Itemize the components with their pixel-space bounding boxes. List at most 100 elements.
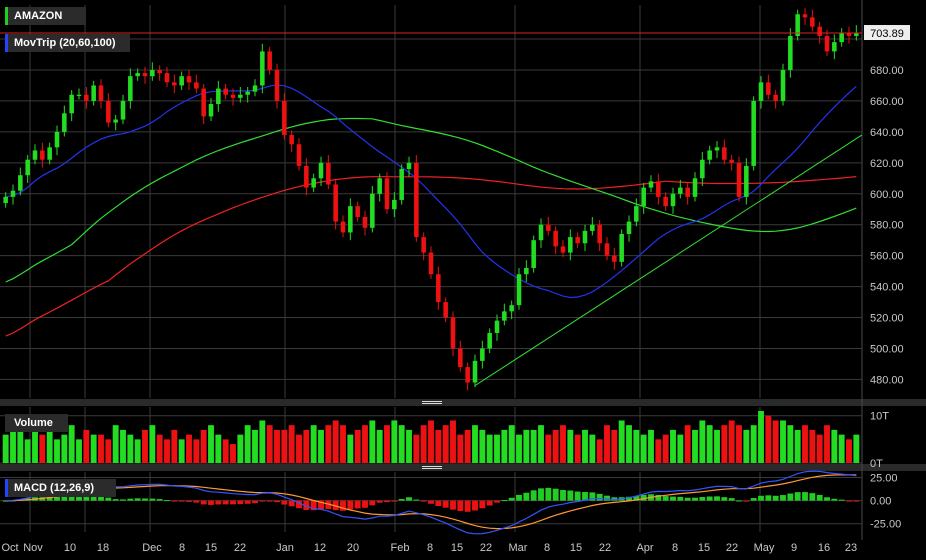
- candle-body: [553, 230, 558, 247]
- candle-body: [502, 311, 507, 321]
- indicator-pane-label[interactable]: MovTrip (20,60,100): [5, 34, 130, 52]
- price-volume-resize-handle[interactable]: [422, 400, 442, 405]
- volume-bar: [574, 434, 581, 463]
- macd-histogram-bar: [750, 498, 757, 501]
- macd-label-color-bar: [5, 479, 8, 497]
- volume-bar: [508, 425, 515, 463]
- volume-bar: [347, 434, 354, 463]
- volume-bar: [567, 429, 574, 463]
- separator-price-volume: [0, 399, 926, 406]
- macd-histogram-bar: [420, 500, 427, 502]
- volume-bar: [376, 429, 383, 463]
- macd-histogram-bar: [479, 500, 486, 509]
- candle-body: [142, 73, 148, 77]
- macd-line: [5, 470, 857, 535]
- x-tick-label: 22: [599, 542, 611, 554]
- macd-histogram-bar: [567, 490, 574, 501]
- candle-body: [685, 187, 690, 197]
- volume-bar: [589, 434, 596, 463]
- x-tick-label: 23: [845, 542, 857, 554]
- volume-bar: [743, 429, 750, 463]
- macd-histogram-bar: [538, 488, 544, 501]
- macd-histogram-bar: [794, 492, 801, 501]
- candle-body: [384, 178, 390, 210]
- candle-body: [795, 14, 800, 36]
- volume-bar: [501, 429, 508, 463]
- candle-body: [208, 104, 214, 117]
- macd-histogram-bar: [178, 500, 185, 502]
- volume-pane-label[interactable]: Volume: [5, 414, 68, 432]
- macd-histogram-bar: [728, 498, 735, 501]
- macd-histogram-bar: [706, 496, 713, 501]
- separator-volume-macd: [0, 464, 926, 471]
- macd-histogram-bar: [670, 496, 676, 501]
- volume-bar: [340, 425, 346, 463]
- macd-pane-title: MACD (12,26,9): [14, 482, 95, 494]
- candle-body: [458, 348, 463, 368]
- volume-bar: [596, 439, 603, 463]
- macd-histogram-bar: [428, 500, 434, 504]
- macd-histogram-bar: [787, 493, 794, 501]
- price-tick-label: 600.00: [870, 189, 904, 201]
- candle-body: [780, 69, 786, 101]
- volume-macd-resize-handle[interactable]: [422, 465, 442, 470]
- volume-bar: [618, 420, 625, 463]
- volume-bar: [193, 439, 200, 463]
- macd-histogram-bar: [450, 500, 456, 510]
- candle-body: [817, 26, 822, 36]
- macd-histogram-bar: [780, 495, 786, 501]
- x-tick-label: Oct: [1, 542, 18, 554]
- macd-histogram-bar: [721, 497, 728, 501]
- candle-body: [729, 159, 734, 163]
- candle-body: [120, 100, 126, 120]
- volume-bar: [714, 429, 720, 463]
- macd-histogram-bar: [186, 500, 192, 502]
- volume-bar: [442, 425, 449, 463]
- volume-bar: [244, 425, 251, 463]
- price-pane-label[interactable]: AMAZON: [5, 7, 86, 25]
- macd-histogram-bar: [215, 500, 222, 505]
- last-price-tag-bg: [864, 25, 910, 41]
- candle-body: [421, 237, 426, 253]
- macd-histogram-bar: [274, 500, 280, 503]
- volume-bar: [354, 429, 361, 463]
- macd-histogram-bar: [208, 500, 214, 505]
- last-price-tag-text: 703.89: [870, 28, 904, 40]
- macd-histogram-bar: [640, 494, 647, 501]
- volume-bar: [384, 425, 390, 463]
- macd-histogram-bar: [406, 497, 412, 501]
- candle-body: [18, 175, 23, 191]
- macd-pane-label[interactable]: MACD (12,26,9): [5, 479, 116, 497]
- macd-histogram-bar: [589, 492, 596, 501]
- macd-tick-label: 0.00: [870, 496, 891, 508]
- candle-body: [568, 237, 573, 253]
- macd-histogram-bar: [362, 500, 368, 508]
- candle-body: [311, 178, 316, 188]
- price-label-color-bar: [5, 7, 8, 25]
- candle-body: [370, 193, 375, 228]
- candle-body: [509, 305, 514, 312]
- volume-bar: [54, 439, 60, 463]
- volume-bar: [794, 429, 801, 463]
- price-tick-label: 480.00: [870, 374, 904, 386]
- volume-bar: [266, 425, 273, 463]
- x-tick-label: Jan: [276, 542, 294, 554]
- macd-histogram-bar: [765, 495, 772, 501]
- macd-histogram-bar: [83, 494, 90, 501]
- macd-histogram-bar: [611, 497, 618, 501]
- volume-bar: [721, 425, 728, 463]
- macd-histogram-bar: [472, 500, 478, 511]
- macd-histogram-bar: [530, 490, 537, 501]
- candle-body: [282, 100, 287, 135]
- macd-histogram-bar: [486, 500, 493, 506]
- macd-histogram-bar: [266, 500, 273, 502]
- volume-bar: [24, 439, 31, 463]
- volume-bar: [208, 425, 214, 463]
- volume-bar: [68, 425, 75, 463]
- volume-bar: [186, 434, 192, 463]
- candle-body: [700, 159, 705, 179]
- candle-body: [32, 150, 38, 160]
- candle-body: [245, 91, 250, 95]
- volume-bar: [398, 425, 405, 463]
